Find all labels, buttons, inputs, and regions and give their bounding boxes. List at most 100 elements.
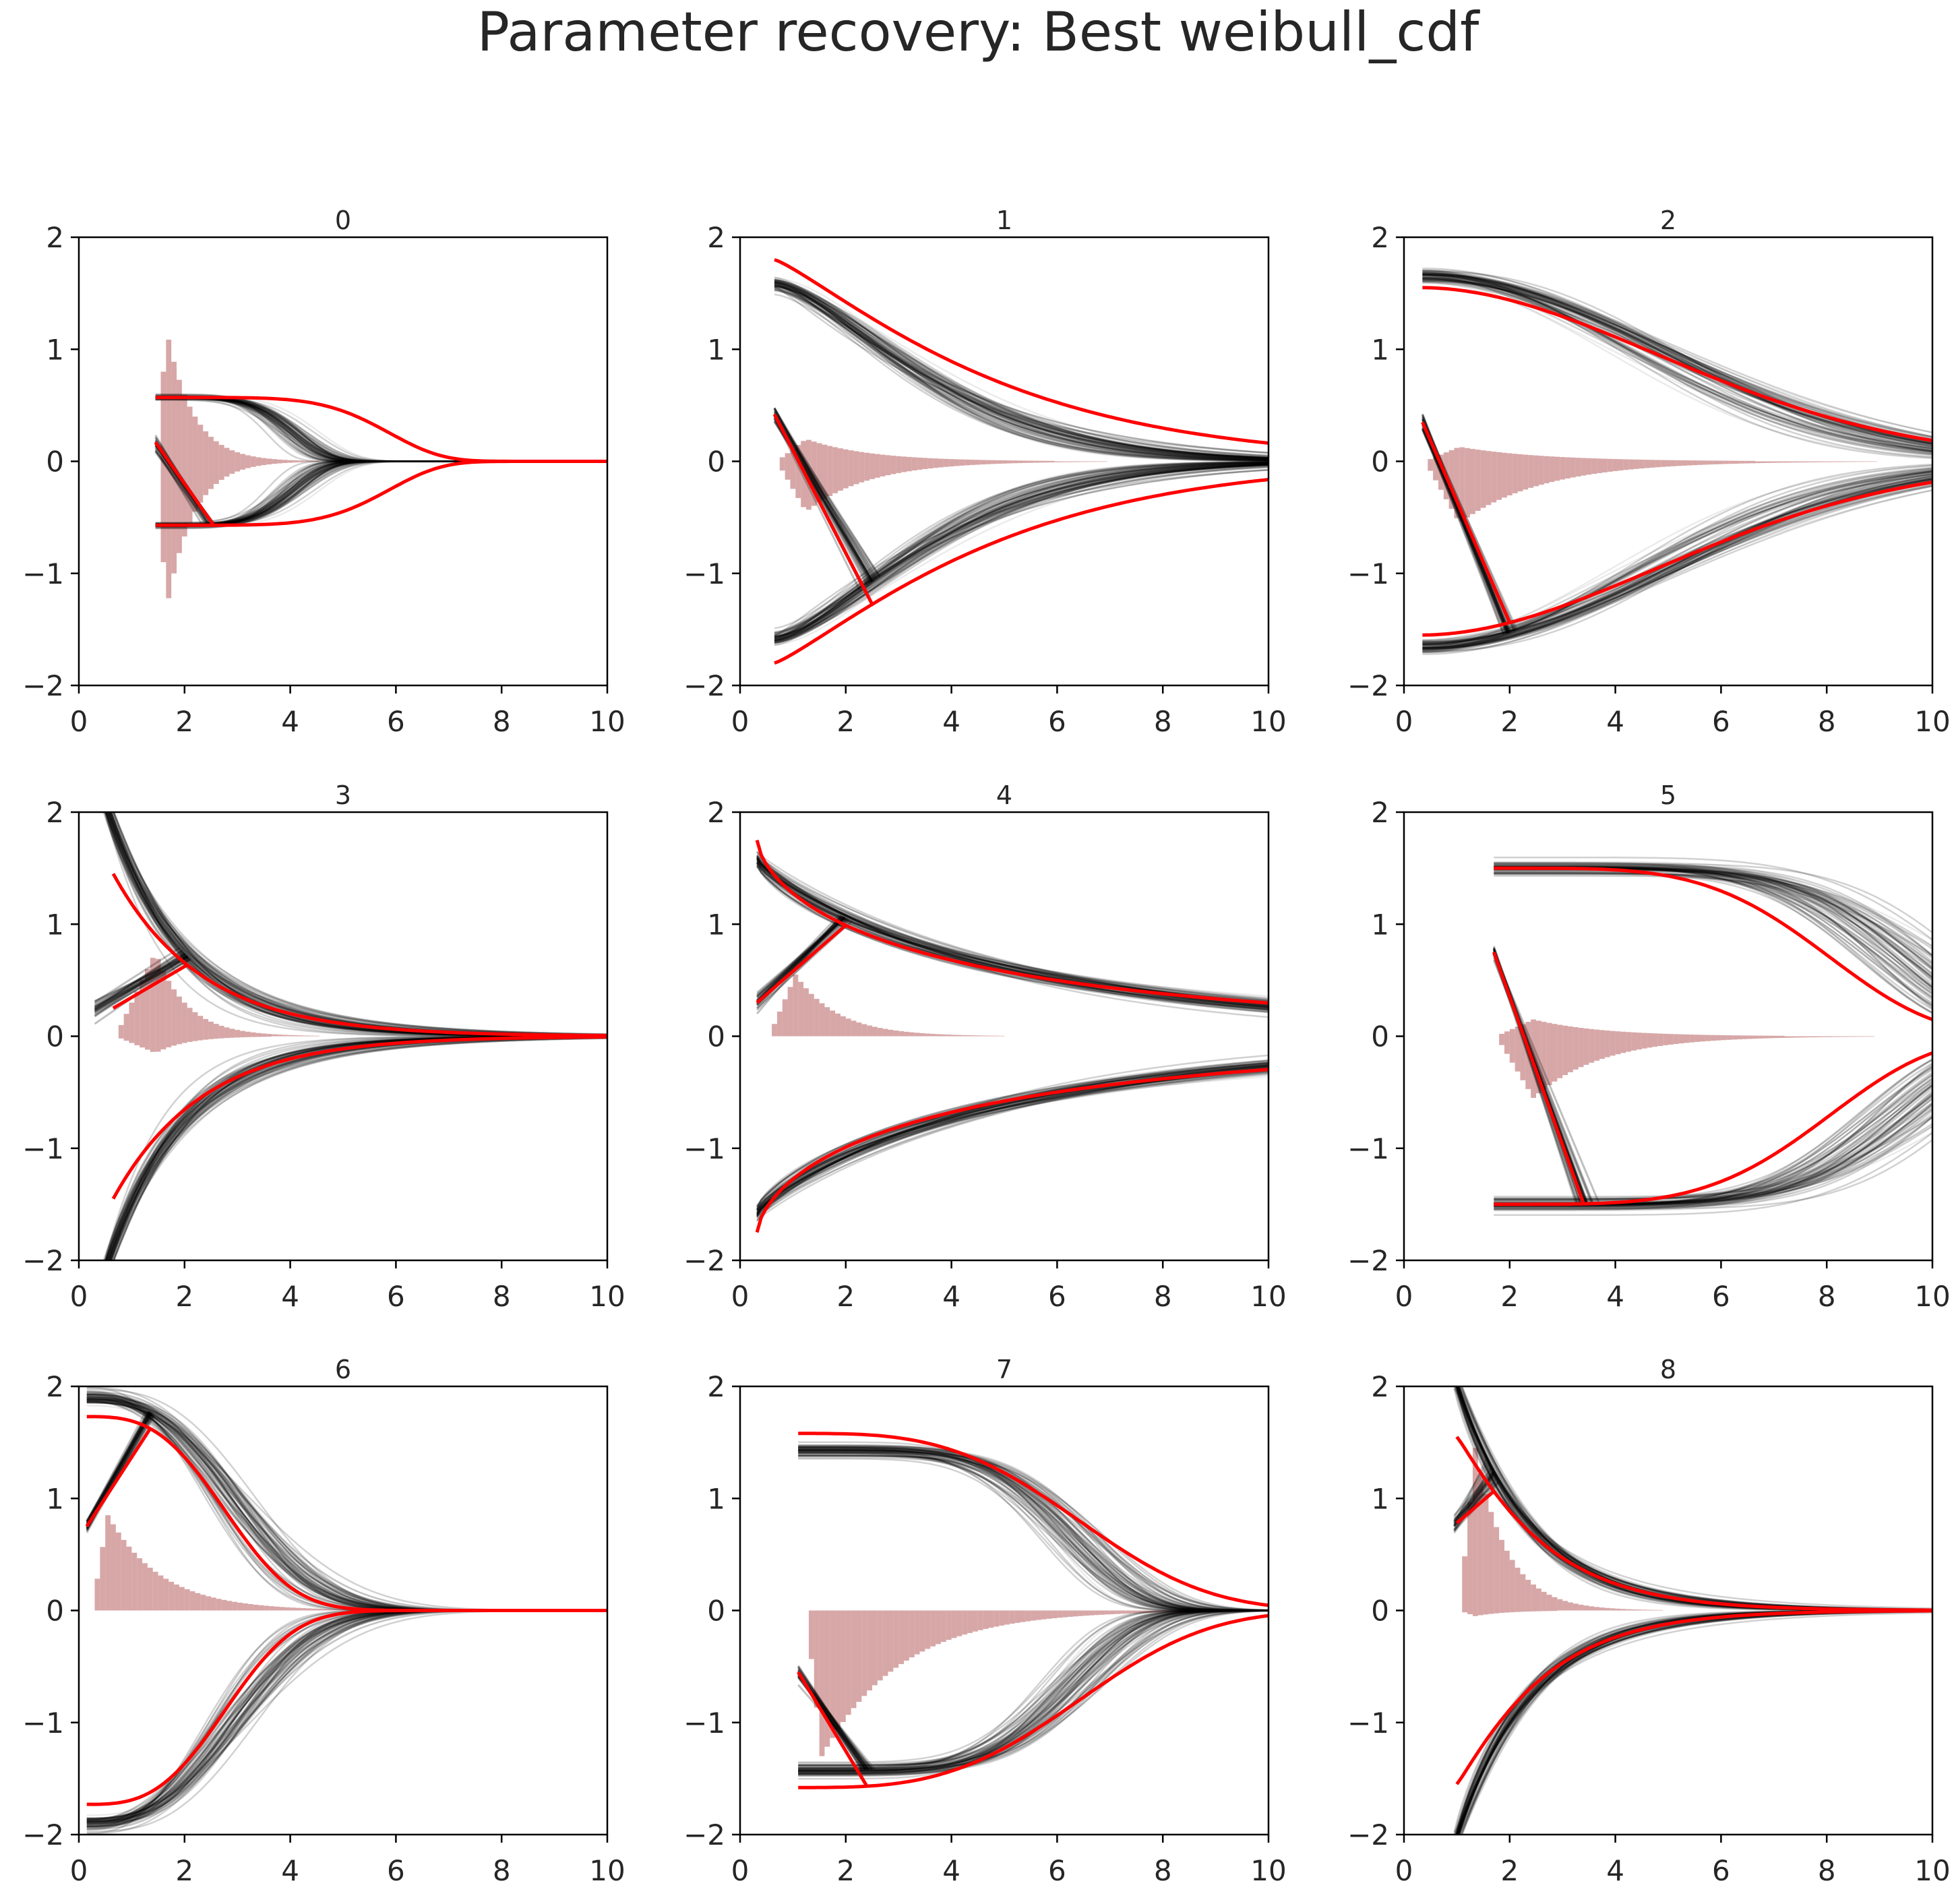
- histogram-bar: [1686, 461, 1692, 466]
- histogram-bar: [822, 444, 828, 462]
- posterior-sample-lower: [1461, 1609, 1932, 1835]
- posterior-sample-upper: [756, 861, 1269, 1010]
- histogram-bar: [1581, 458, 1587, 462]
- histogram-bar: [147, 1568, 153, 1611]
- true-boundary-upper: [798, 1432, 1269, 1607]
- histogram-bar: [1702, 460, 1708, 462]
- histogram-bar: [203, 1036, 209, 1040]
- y-tick-label: 0: [46, 1595, 64, 1628]
- posterior-sample-upper: [1456, 1386, 1932, 1611]
- posterior-sample-lower: [774, 468, 1269, 638]
- histogram-bar: [1528, 461, 1534, 488]
- histogram-bar: [906, 461, 912, 472]
- posterior-sample-lower: [798, 1609, 1269, 1770]
- histogram-bar: [1721, 1035, 1727, 1037]
- histogram-bar: [991, 460, 997, 462]
- histogram-bar: [229, 1028, 235, 1037]
- histogram-bar: [1578, 1028, 1584, 1037]
- posterior-sample-upper: [798, 1446, 1269, 1611]
- posterior-sample-upper: [774, 281, 1269, 460]
- posterior-sample-upper: [1494, 865, 1932, 978]
- posterior-sample-upper: [1422, 275, 1932, 440]
- posterior-sample-upper: [1422, 273, 1932, 446]
- histogram-bar: [848, 450, 854, 462]
- histogram-bar: [1768, 1035, 1774, 1037]
- posterior-sample-upper: [1422, 270, 1932, 444]
- posterior-sample-lower: [106, 1035, 607, 1260]
- posterior-sample-lower: [774, 464, 1269, 642]
- histogram-bar: [1726, 1036, 1732, 1040]
- posterior-sample-lower: [110, 1035, 607, 1260]
- histogram-bar: [240, 1036, 245, 1038]
- posterior-sample-upper: [1494, 865, 1932, 1000]
- histogram-bar: [1517, 454, 1523, 462]
- posterior-sample-upper: [1494, 863, 1932, 987]
- posterior-sample-lower: [1494, 1097, 1932, 1200]
- posterior-sample-lower: [774, 464, 1269, 638]
- posterior-trajectory: [773, 412, 872, 584]
- posterior-sample-lower: [1422, 471, 1932, 643]
- posterior-sample-lower: [104, 1035, 607, 1260]
- x-tick-label: 2: [836, 1854, 855, 1887]
- y-tick-label: 1: [1371, 1482, 1389, 1515]
- posterior-trajectory: [94, 955, 189, 1018]
- x-tick-label: 10: [1250, 705, 1286, 738]
- posterior-sample-lower: [774, 463, 1269, 640]
- posterior-sample-lower: [1422, 484, 1932, 650]
- posterior-sample-upper: [1422, 274, 1932, 444]
- true-trajectory: [1455, 1490, 1495, 1525]
- posterior-sample-lower: [1455, 1609, 1932, 1835]
- posterior-sample-lower: [798, 1609, 1269, 1777]
- histogram-bar: [224, 448, 230, 462]
- posterior-sample-lower: [756, 1068, 1269, 1222]
- y-tick-label: 2: [1371, 1370, 1389, 1403]
- posterior-sample-upper: [1494, 864, 1932, 996]
- histogram-bar: [322, 1609, 328, 1611]
- histogram-bar: [1499, 1033, 1504, 1037]
- x-tick-label: 6: [1712, 705, 1730, 738]
- histogram-bar: [801, 441, 806, 462]
- histogram-bar: [1549, 456, 1555, 462]
- posterior-sample-lower: [756, 1070, 1269, 1211]
- histogram-bar: [1657, 1609, 1663, 1611]
- posterior-sample-upper: [756, 858, 1269, 1002]
- posterior-sample-lower: [798, 1609, 1269, 1771]
- histogram-bar: [1028, 461, 1034, 463]
- histogram-bar: [232, 1601, 238, 1611]
- posterior-sample-lower: [774, 462, 1269, 642]
- posterior-sample-lower: [1457, 1609, 1932, 1835]
- histogram-bar: [221, 1599, 227, 1611]
- histogram-bar: [1773, 1035, 1779, 1037]
- histogram-bar: [864, 461, 870, 481]
- posterior-sample-lower: [104, 1035, 607, 1260]
- histogram-bar: [808, 1610, 814, 1659]
- histogram-bar: [1599, 1036, 1605, 1060]
- histogram-bar: [1644, 461, 1650, 468]
- histogram-bar: [309, 1035, 314, 1037]
- posterior-sample-lower: [1494, 1108, 1932, 1210]
- posterior-sample-lower: [1422, 477, 1932, 654]
- histogram-bar: [1038, 461, 1044, 463]
- histogram-bar: [1589, 1028, 1595, 1037]
- panel-title: 6: [335, 1355, 351, 1384]
- posterior-sample-lower: [798, 1609, 1269, 1777]
- posterior-sample-lower: [107, 1036, 607, 1260]
- histogram-bar: [1168, 1610, 1173, 1613]
- histogram-bar: [1591, 458, 1597, 462]
- posterior-sample-lower: [1422, 464, 1932, 645]
- posterior-sample-upper: [104, 812, 607, 1036]
- histogram-bar: [936, 1610, 941, 1645]
- posterior-sample-lower: [1422, 477, 1932, 650]
- posterior-sample-upper: [1457, 1386, 1932, 1611]
- posterior-sample-upper: [798, 1448, 1269, 1611]
- histogram-bar: [911, 457, 917, 462]
- histogram-bar: [832, 447, 838, 462]
- posterior-sample-lower: [1422, 473, 1932, 649]
- histogram-bar: [1641, 1609, 1647, 1611]
- histogram-bar: [904, 1031, 909, 1037]
- true-boundary-upper: [774, 257, 1269, 445]
- histogram-bar: [237, 1602, 243, 1611]
- posterior-sample-upper: [756, 855, 1269, 1003]
- posterior-sample-lower: [798, 1609, 1269, 1763]
